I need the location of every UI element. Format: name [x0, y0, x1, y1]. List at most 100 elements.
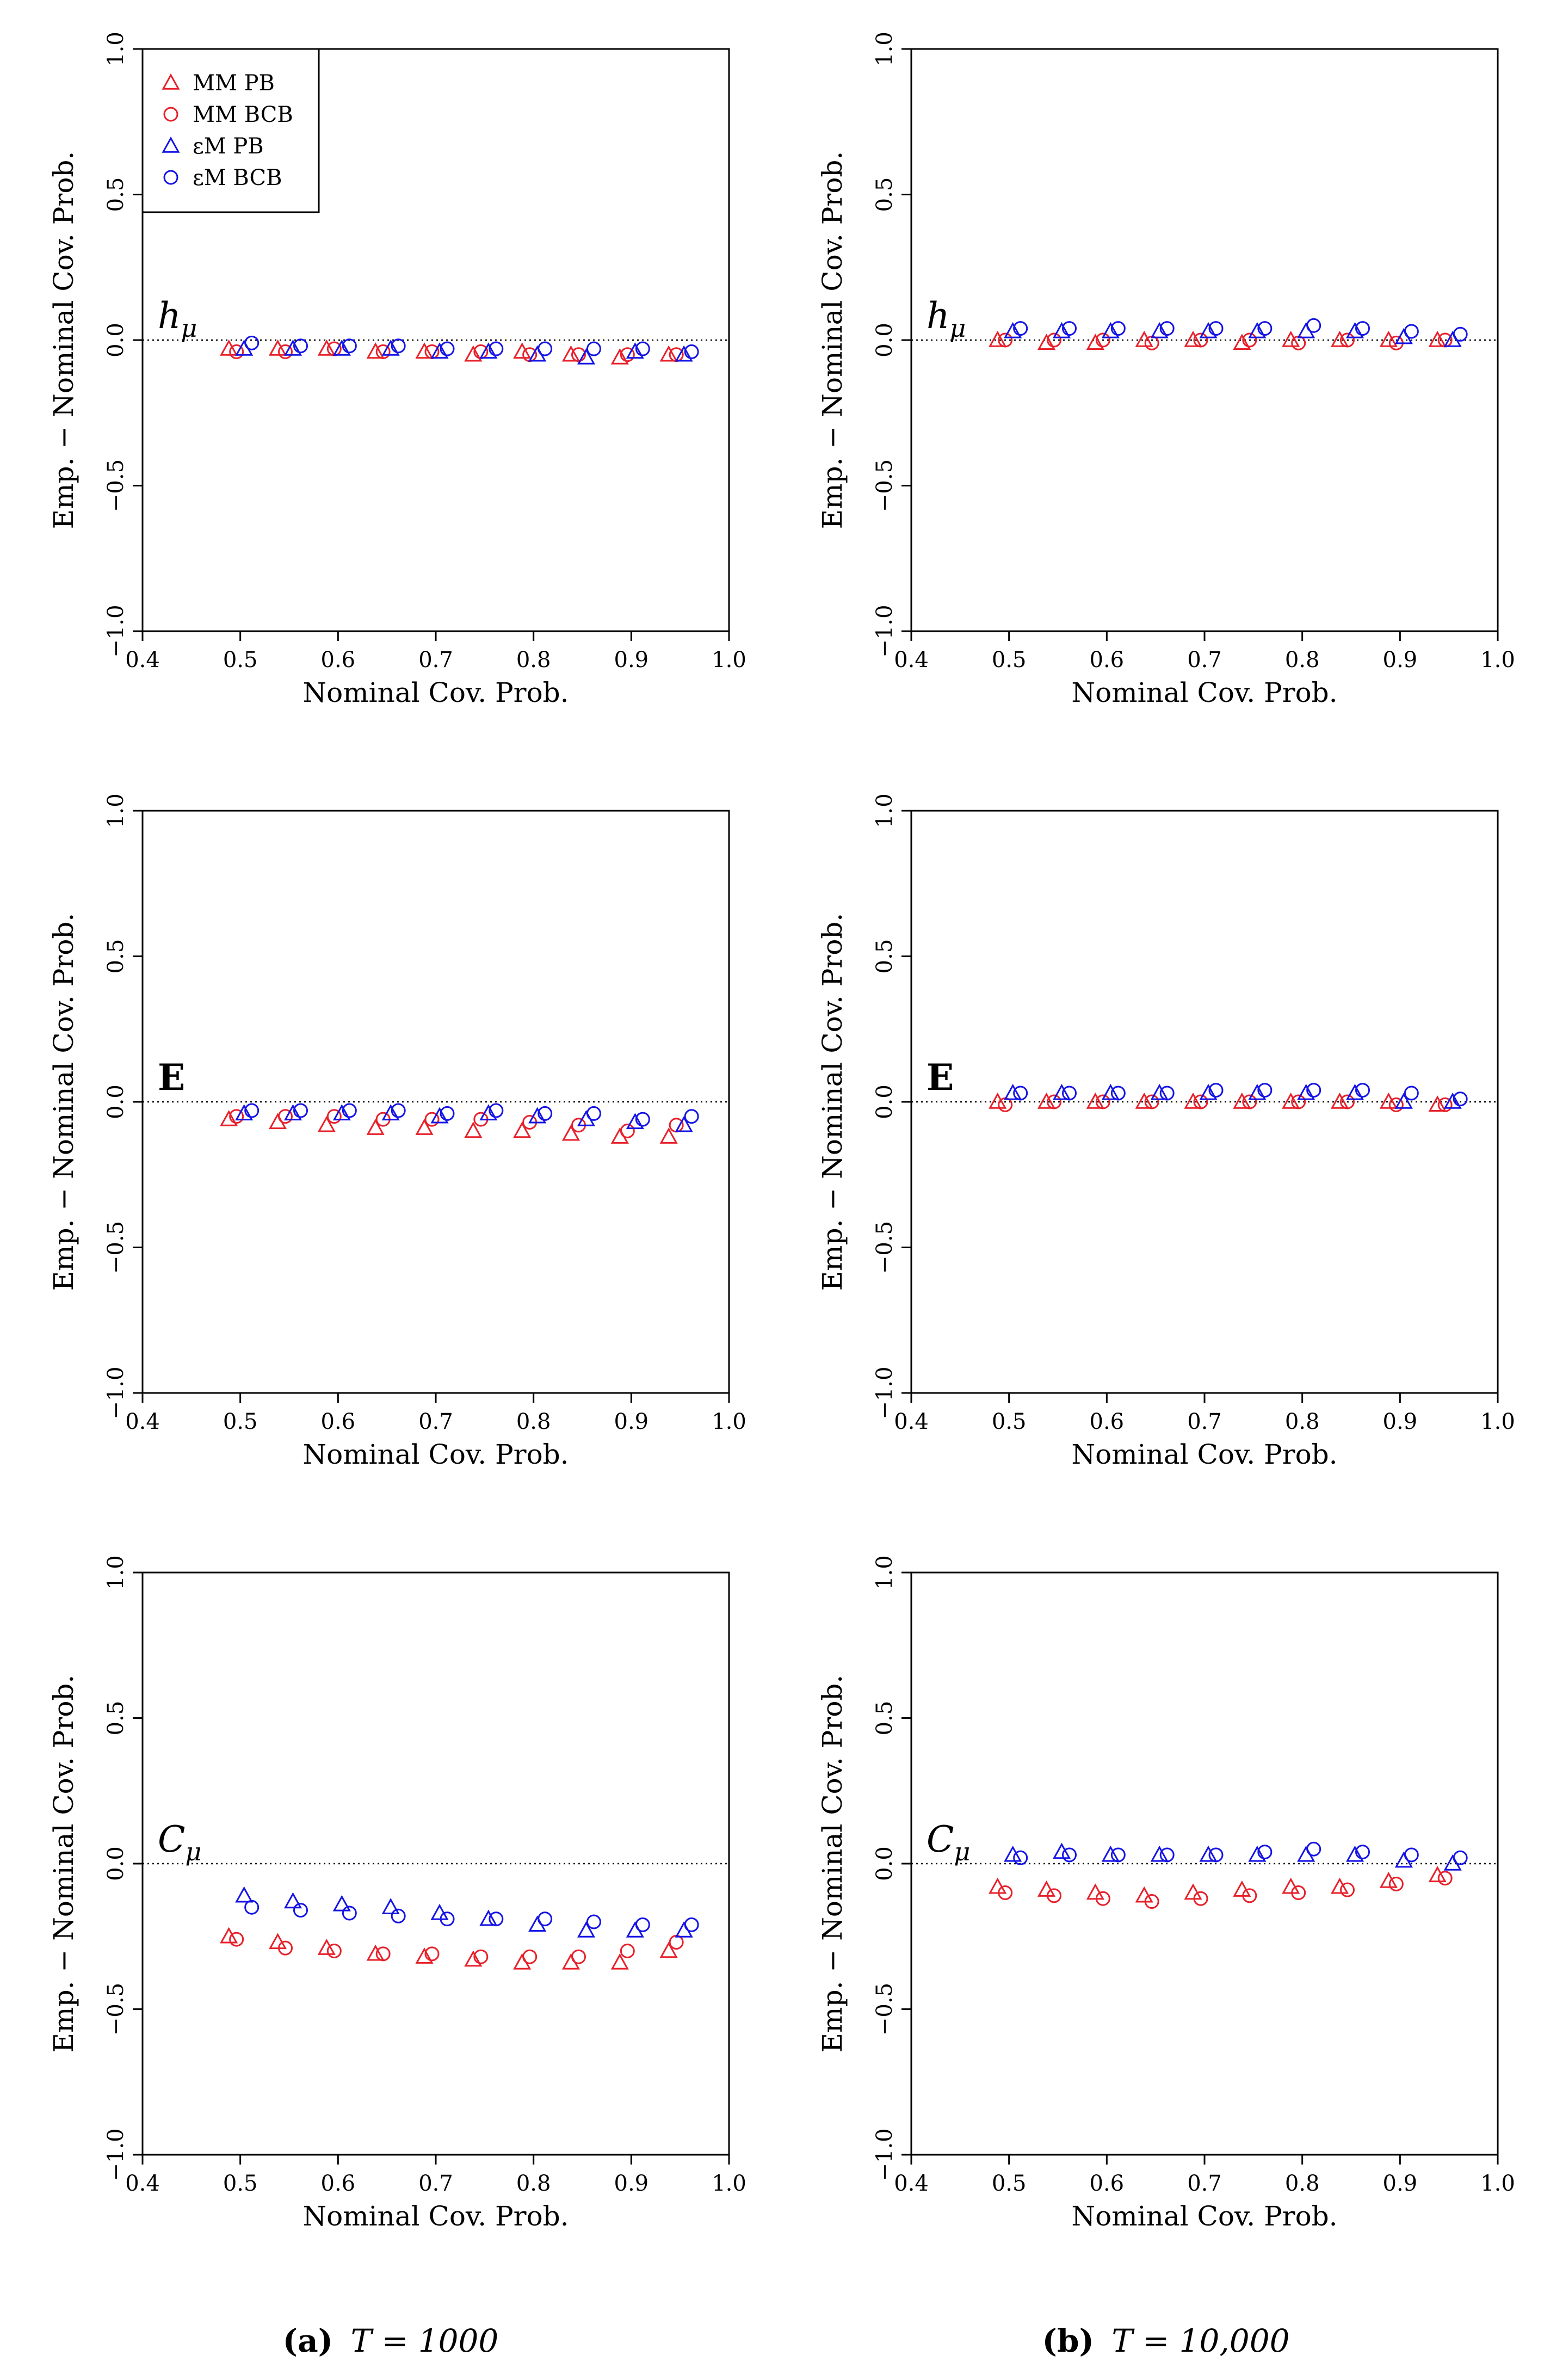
point-mm-bcb — [620, 1944, 635, 1958]
point-em-bcb — [440, 1912, 455, 1927]
point-em-pb — [1297, 1845, 1316, 1862]
x-tick-label: 1.0 — [1480, 2171, 1515, 2196]
point-em-pb — [675, 1921, 693, 1938]
panel-label: hμ — [927, 295, 966, 343]
x-tick-label: 0.8 — [1285, 2171, 1320, 2196]
point-em-pb — [1248, 322, 1267, 338]
point-mm-pb — [659, 1127, 678, 1144]
x-tick-label: 0.5 — [992, 2171, 1027, 2196]
point-em-bcb — [489, 1103, 504, 1118]
x-tick-label: 0.5 — [992, 1409, 1027, 1434]
point-em-pb — [1394, 1851, 1413, 1868]
point-mm-pb — [1086, 1092, 1104, 1109]
x-tick-label: 0.7 — [418, 1409, 453, 1434]
point-mm-bcb — [1047, 332, 1061, 348]
point-em-bcb — [342, 338, 357, 354]
point-mm-bcb — [424, 1946, 440, 1962]
point-em-pb — [1150, 1083, 1169, 1100]
point-mm-pb — [1330, 330, 1349, 347]
point-em-pb — [1297, 1083, 1316, 1100]
point-mm-bcb — [1340, 1094, 1355, 1109]
point-em-bcb — [293, 1903, 308, 1918]
panel-label: Cμ — [927, 1818, 970, 1866]
point-em-bcb — [1110, 1847, 1126, 1863]
y-tick-label: −1.0 — [872, 605, 897, 657]
point-mm-pb — [415, 342, 434, 359]
x-axis-label: Nominal Cov. Prob. — [302, 677, 569, 708]
x-tick-label: 0.5 — [223, 648, 258, 673]
point-em-bcb — [635, 1112, 650, 1127]
point-mm-bcb — [998, 332, 1013, 348]
point-em-pb — [1101, 1845, 1120, 1862]
point-em-bcb — [244, 1103, 260, 1118]
point-em-bcb — [1013, 321, 1028, 336]
y-tick-label: 0.0 — [872, 323, 897, 357]
point-em-pb — [1199, 1845, 1218, 1862]
point-mm-bcb — [375, 1946, 391, 1962]
legend-marker-circle — [163, 170, 178, 185]
point-mm-bcb — [326, 1944, 342, 1958]
x-tick-label: 0.8 — [516, 2171, 551, 2196]
point-mm-pb — [1037, 334, 1056, 350]
point-mm-bcb — [375, 344, 391, 359]
point-mm-bcb — [620, 1124, 635, 1138]
point-mm-pb — [1330, 1092, 1349, 1109]
point-mm-bcb — [229, 1932, 244, 1947]
point-em-pb — [1004, 1845, 1022, 1862]
y-tick-label: 0.0 — [872, 1846, 897, 1881]
y-tick-label: −0.5 — [103, 459, 128, 512]
point-mm-bcb — [522, 1949, 538, 1964]
panel-b-middle: 0.4 0.5 0.6 0.7 0.8 0.9 1.0 −1.0 −0.5 0.0 0.5 1.0 No… — [817, 793, 1515, 1470]
point-mm-bcb — [1242, 1888, 1257, 1903]
point-em-pb — [332, 1895, 351, 1912]
point-mm-pb — [561, 345, 580, 362]
x-tick-label: 0.9 — [614, 1409, 649, 1434]
point-em-pb — [1345, 322, 1364, 338]
point-mm-pb — [268, 1113, 287, 1130]
y-tick-label: −0.5 — [872, 1221, 897, 1274]
point-mm-bcb — [229, 344, 244, 359]
point-mm-pb — [366, 1119, 385, 1135]
point-mm-bcb — [571, 347, 586, 362]
x-tick-label: 0.7 — [418, 648, 453, 673]
point-mm-bcb — [1388, 1876, 1404, 1891]
point-em-pb — [577, 348, 596, 365]
point-mm-pb — [415, 1119, 434, 1135]
x-tick-label: 0.6 — [321, 2171, 356, 2196]
point-mm-pb — [1037, 1880, 1056, 1897]
point-em-bcb — [538, 1106, 553, 1121]
y-tick-label: 0.0 — [872, 1084, 897, 1119]
point-em-pb — [1248, 1845, 1267, 1862]
point-mm-pb — [1184, 330, 1202, 347]
point-mm-bcb — [1193, 1891, 1208, 1906]
caption-b-letter: (b) — [1042, 2322, 1094, 2359]
x-tick-label: 1.0 — [1480, 1409, 1515, 1434]
point-em-pb — [1052, 1842, 1071, 1859]
point-em-bcb — [1208, 1083, 1224, 1098]
x-tick-label: 0.8 — [516, 648, 551, 673]
point-mm-bcb — [1095, 1094, 1110, 1109]
point-em-bcb — [244, 1900, 260, 1915]
point-em-bcb — [1355, 1083, 1370, 1098]
y-tick-label: 0.0 — [103, 1084, 128, 1119]
point-em-pb — [1052, 1083, 1071, 1100]
point-em-bcb — [1355, 1845, 1370, 1860]
x-tick-label: 0.4 — [894, 2171, 929, 2196]
y-tick-label: −1.0 — [103, 1366, 128, 1419]
point-mm-bcb — [1047, 1888, 1061, 1903]
point-em-pb — [1443, 1854, 1462, 1871]
point-em-pb — [479, 1104, 498, 1121]
point-mm-pb — [1135, 1092, 1153, 1109]
point-mm-bcb — [278, 1940, 293, 1956]
y-tick-label: −1.0 — [103, 2128, 128, 2181]
x-tick-label: 0.4 — [894, 1409, 929, 1434]
y-axis-label: Emp. − Nominal Cov. Prob. — [48, 913, 79, 1291]
x-tick-label: 0.4 — [125, 648, 160, 673]
x-tick-label: 0.6 — [1090, 2171, 1125, 2196]
caption-b-text: T = 10,000 — [1111, 2322, 1289, 2359]
plot-frame — [141, 1571, 730, 2156]
point-em-pb — [1199, 322, 1218, 338]
point-em-pb — [577, 1921, 596, 1938]
point-mm-pb — [610, 1127, 629, 1144]
point-em-bcb — [586, 1914, 601, 1929]
